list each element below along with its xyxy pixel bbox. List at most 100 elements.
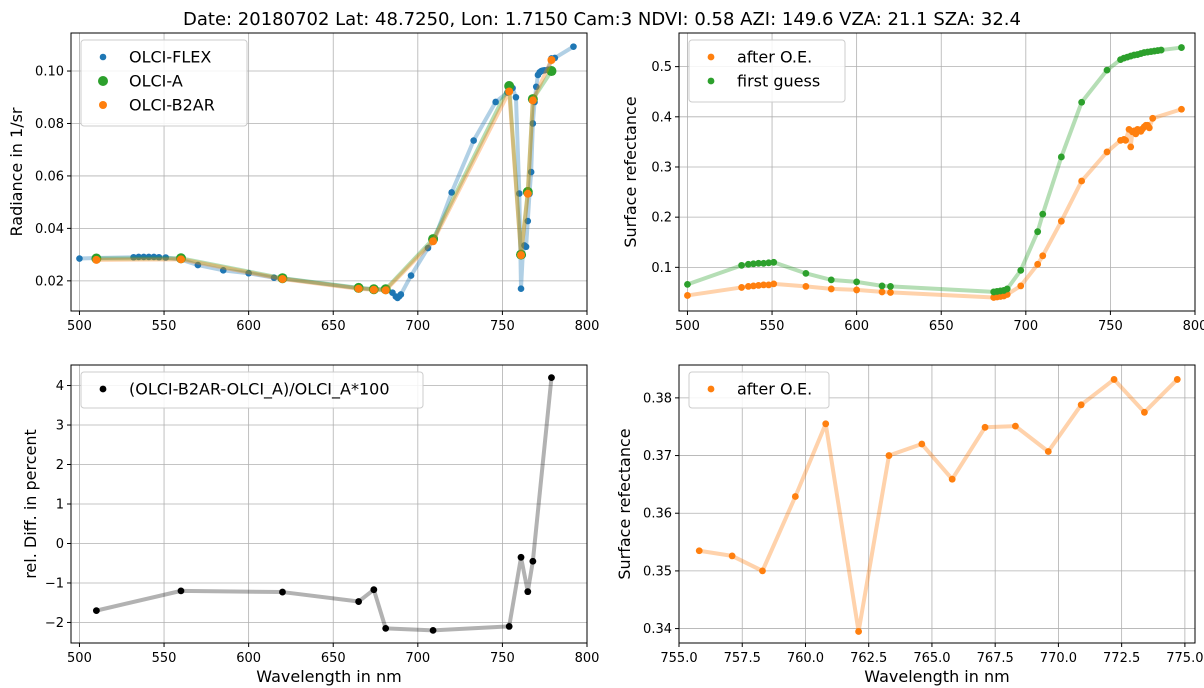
y-tick-label: 0.35 xyxy=(643,564,672,579)
legend: after O.E. xyxy=(688,371,830,409)
x-tick-label: 775.0 xyxy=(1166,651,1203,666)
data-point xyxy=(1178,44,1185,51)
data-point xyxy=(522,243,530,251)
y-tick-label: 0.36 xyxy=(643,507,672,522)
data-point xyxy=(92,607,100,615)
x-tick-label: 700 xyxy=(1013,319,1038,334)
x-axis-label: Wavelength in nm xyxy=(864,667,1009,686)
x-tick-label: 800 xyxy=(575,651,600,666)
data-point xyxy=(1173,376,1181,383)
data-point xyxy=(355,598,363,605)
legend-label: (OLCI-B2AR-OLCI_A)/OLCI_A*100 xyxy=(129,380,390,400)
series-group xyxy=(695,376,1181,635)
x-tick-label: 760.0 xyxy=(787,651,824,666)
data-point xyxy=(155,253,163,261)
y-tick-label: 0.4 xyxy=(651,110,672,125)
legend-label: OLCI-FLEX xyxy=(129,48,211,67)
chart-panel-1: 500 550 600 650 700 750 800 0.02 0.04 0.06 0.08 0.1… xyxy=(7,32,599,334)
data-point xyxy=(140,253,148,261)
data-point xyxy=(1039,252,1047,260)
legend: OLCI-FLEX OLCI-A OLCI-B2AR xyxy=(80,39,248,127)
data-point xyxy=(827,285,835,293)
data-point xyxy=(1044,448,1052,455)
data-point xyxy=(791,493,799,500)
data-point xyxy=(130,253,137,261)
data-point xyxy=(135,253,142,261)
figure-title: Date: 20180702 Lat: 48.7250, Lon: 1.7150… xyxy=(183,9,1021,30)
data-point xyxy=(1012,422,1019,430)
y-tick-label: 0.1 xyxy=(651,261,672,276)
data-point xyxy=(759,567,766,575)
data-point xyxy=(1017,266,1025,274)
data-point xyxy=(245,269,252,277)
data-point xyxy=(524,217,532,225)
data-point xyxy=(381,286,390,295)
x-tick-label: 650 xyxy=(321,319,346,334)
data-point xyxy=(150,253,158,261)
legend: (OLCI-B2AR-OLCI_A)/OLCI_A*100 xyxy=(80,371,424,409)
data-point xyxy=(532,83,540,91)
data-point xyxy=(1078,98,1086,106)
x-axis-label: Wavelength in nm xyxy=(256,667,401,686)
data-point xyxy=(744,260,752,268)
data-point xyxy=(1078,177,1086,185)
data-point xyxy=(770,280,778,288)
y-tick-label: 2 xyxy=(56,458,64,473)
data-point xyxy=(492,98,499,106)
legend-label: first guess xyxy=(737,72,820,91)
x-tick-label: 772.5 xyxy=(1103,651,1140,666)
x-tick-label: 650 xyxy=(929,319,954,334)
data-point xyxy=(695,547,703,555)
data-point xyxy=(516,190,523,197)
data-point xyxy=(684,281,691,288)
x-tick-label: 755.0 xyxy=(660,651,697,666)
data-point xyxy=(407,272,415,279)
data-point xyxy=(728,552,736,560)
series-group xyxy=(684,44,1185,301)
data-point xyxy=(770,258,778,266)
y-tick-label: 0.2 xyxy=(651,211,672,226)
data-point xyxy=(853,278,861,286)
legend-box xyxy=(80,371,424,409)
series-line xyxy=(698,377,1179,634)
data-point xyxy=(424,244,432,252)
data-point xyxy=(684,292,691,299)
data-point xyxy=(1103,66,1111,74)
legend-label: OLCI-A xyxy=(129,72,183,91)
data-point xyxy=(270,274,278,281)
data-point xyxy=(382,624,390,632)
data-point xyxy=(855,628,862,635)
y-tick-label: 0.34 xyxy=(643,622,672,637)
data-point xyxy=(177,587,185,595)
y-tick-label: 0.02 xyxy=(35,274,64,289)
data-point xyxy=(354,284,363,293)
y-axis-label: Surface refectance xyxy=(615,428,634,579)
data-point xyxy=(145,253,153,261)
series-line xyxy=(96,69,554,292)
y-tick-label: 0.3 xyxy=(651,160,672,175)
data-point xyxy=(1141,408,1148,416)
y-axis-label: Surface refectance xyxy=(621,96,640,247)
series-group xyxy=(76,43,577,302)
y-tick-label: 0.5 xyxy=(651,60,672,75)
x-tick-label: 700 xyxy=(405,651,430,666)
data-point xyxy=(546,66,557,77)
data-point xyxy=(1157,46,1165,54)
legend-box xyxy=(688,371,830,409)
x-tick-label: 770.0 xyxy=(1040,651,1077,666)
data-point xyxy=(760,259,767,267)
data-point xyxy=(1077,401,1085,409)
y-tick-label: 0.04 xyxy=(35,222,64,237)
data-point xyxy=(765,281,773,289)
legend-marker xyxy=(99,101,107,109)
data-point xyxy=(750,260,757,268)
data-point xyxy=(1057,217,1065,225)
data-point xyxy=(570,43,577,50)
data-point xyxy=(529,557,537,565)
x-tick-label: 550 xyxy=(152,651,177,666)
data-point xyxy=(887,289,894,296)
data-point xyxy=(1039,210,1047,218)
y-tick-label: 0.38 xyxy=(643,391,672,406)
data-point xyxy=(887,283,894,290)
